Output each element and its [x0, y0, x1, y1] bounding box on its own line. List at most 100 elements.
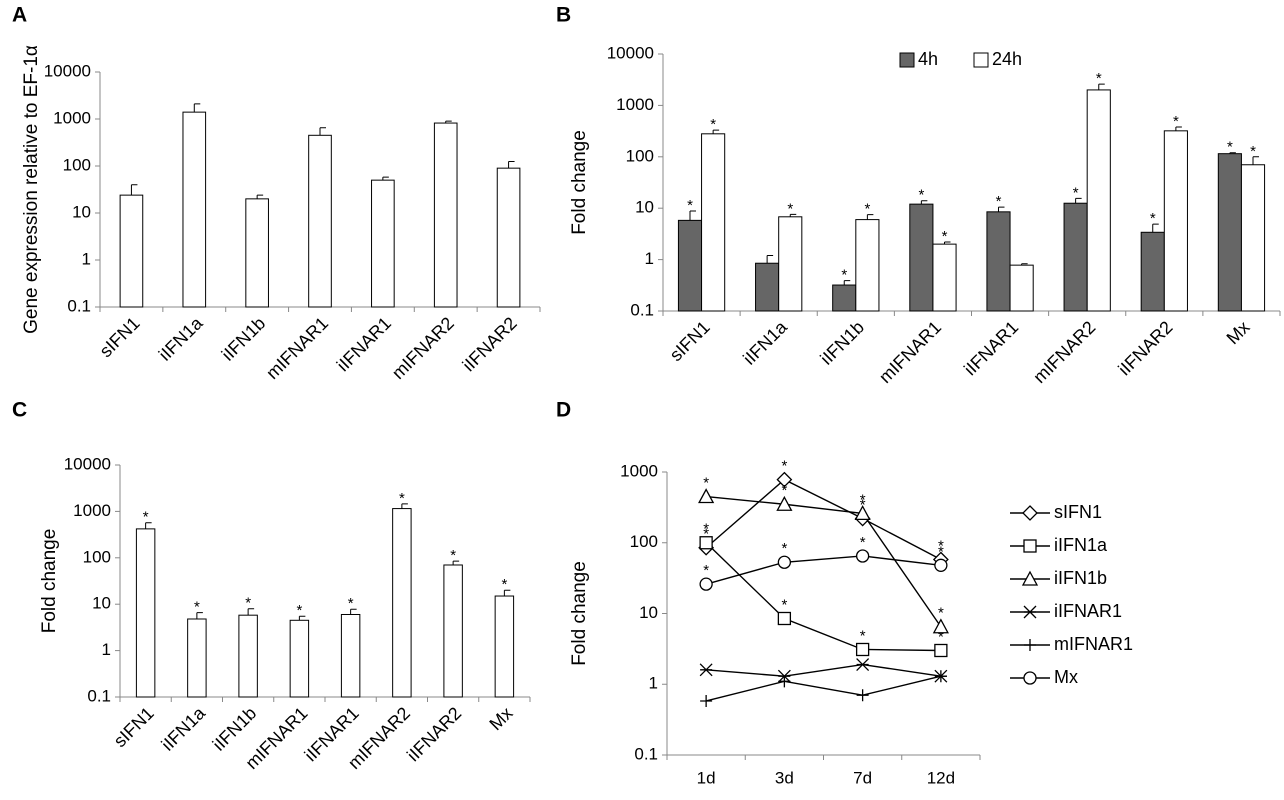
bar: [832, 284, 857, 312]
y-tick-label: 100: [83, 547, 111, 566]
bar: [187, 618, 207, 698]
significance-label: *: [703, 475, 709, 492]
error-bar: [508, 160, 515, 169]
significance-label: *: [710, 116, 716, 133]
significance-label: *: [1073, 184, 1079, 201]
error-bar: [866, 214, 874, 220]
y-tick-label: 0.1: [67, 296, 91, 315]
error-bar: [382, 176, 389, 181]
x-tick-label: sIFN1: [666, 317, 714, 365]
significance-label: *: [860, 627, 866, 644]
bar: [443, 564, 463, 698]
y-axis-label: Fold change: [569, 561, 590, 666]
significance-label: *: [1250, 143, 1256, 160]
y-tick-label: 10: [92, 594, 111, 613]
x-tick-label: iIFNAR2: [459, 313, 521, 375]
legend-label: Mx: [1054, 667, 1078, 687]
y-tick-label: 10: [635, 198, 654, 217]
error-bar: [196, 612, 203, 619]
y-tick-label: 0.1: [634, 744, 658, 763]
x-tick-label: mIFNAR1: [262, 313, 332, 383]
y-tick-label: 10000: [607, 43, 654, 62]
bar: [289, 619, 310, 698]
y-tick-label: 1000: [53, 108, 91, 127]
y-axis-label: Fold change: [569, 130, 590, 235]
error-bar: [843, 280, 851, 286]
x-tick-label: 3d: [775, 768, 794, 787]
bar: [855, 219, 880, 312]
y-tick-label: 1: [649, 674, 658, 693]
x-tick-label: iIFNAR2: [1114, 317, 1176, 379]
error-bar: [997, 206, 1005, 212]
x-tick-label: 12d: [927, 768, 955, 787]
significance-label: *: [860, 496, 866, 513]
marker: [777, 611, 792, 626]
x-tick-label: iIFN1b: [816, 317, 868, 369]
y-tick-label: 100: [630, 532, 658, 551]
marker: [934, 670, 947, 683]
bar: [1240, 164, 1266, 312]
marker: [1024, 639, 1036, 651]
significance-label: *: [938, 543, 944, 560]
y-tick-label: 1000: [620, 461, 658, 480]
line: [705, 478, 942, 561]
line: [706, 495, 942, 628]
x-tick-label: iIFN1b: [218, 313, 270, 365]
significance-label: *: [938, 605, 944, 622]
x-tick-label: 7d: [853, 768, 872, 787]
x-tick-label: mIFNAR2: [1029, 317, 1099, 387]
line: [705, 555, 941, 585]
panel-label: D: [556, 399, 571, 422]
error-bar: [350, 608, 357, 615]
bar: [1009, 264, 1034, 312]
significance-label: *: [143, 509, 149, 526]
marker: [699, 536, 713, 550]
error-bar: [1175, 126, 1182, 131]
legend-label: mIFNAR1: [1054, 634, 1133, 654]
significance-label: *: [1150, 210, 1156, 227]
significance-label: *: [781, 482, 787, 499]
bar: [392, 508, 412, 698]
error-bar: [256, 194, 264, 199]
marker: [776, 471, 793, 488]
marker: [1023, 671, 1037, 685]
significance-label: *: [938, 537, 944, 554]
y-tick-label: 1: [102, 640, 111, 659]
error-bar: [298, 615, 306, 621]
y-tick-label: 100: [63, 155, 91, 174]
x-tick-label: mIFNAR2: [388, 313, 458, 383]
error-bar: [145, 522, 152, 529]
significance-label: *: [1227, 139, 1233, 156]
bar: [340, 613, 361, 698]
x-tick-label: mIFNAR1: [875, 317, 945, 387]
bar: [701, 133, 726, 312]
significance-label: *: [918, 187, 924, 204]
bar: [932, 243, 957, 312]
bar: [986, 211, 1011, 312]
error-bar: [689, 210, 696, 221]
error-bar: [401, 503, 408, 509]
line: [706, 663, 941, 677]
marker: [1021, 570, 1039, 586]
bar: [909, 203, 934, 312]
significance-label: *: [781, 540, 787, 557]
x-tick-label: iIFN1a: [155, 312, 207, 364]
x-tick-label: iIFNAR2: [403, 703, 465, 765]
error-bar: [319, 127, 326, 136]
legend-label: 4h: [918, 49, 938, 69]
marker: [934, 558, 948, 572]
bar: [308, 134, 332, 308]
bar: [1163, 130, 1188, 312]
bar: [182, 111, 207, 308]
legend-label: sIFN1: [1054, 502, 1102, 522]
significance-label: *: [938, 628, 944, 645]
error-bar: [944, 241, 951, 245]
significance-label: *: [841, 267, 847, 284]
bar: [755, 262, 780, 312]
x-tick-label: iIFN1a: [739, 316, 791, 368]
significance-label: *: [703, 562, 709, 579]
bar: [1217, 153, 1242, 312]
x-tick-label: iIFNAR1: [960, 317, 1022, 379]
error-bar: [920, 200, 928, 205]
